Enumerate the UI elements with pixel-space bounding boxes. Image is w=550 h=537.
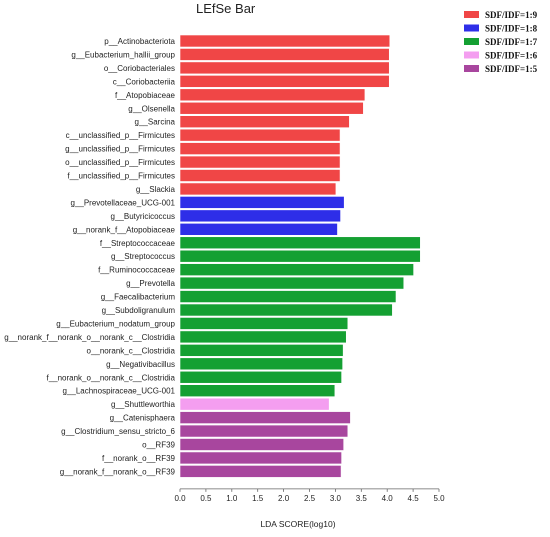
bar bbox=[179, 317, 349, 330]
bar bbox=[179, 384, 336, 398]
category-label: p__Actinobacteriota bbox=[104, 37, 175, 46]
category-label: g__Prevotella bbox=[126, 279, 175, 288]
bar bbox=[179, 236, 421, 250]
bar bbox=[179, 330, 347, 344]
bar bbox=[179, 344, 344, 357]
legend-label: SDF/IDF=1:5 bbox=[485, 64, 538, 74]
legend-swatch bbox=[464, 51, 479, 59]
bar bbox=[179, 290, 397, 303]
category-label: c__Coriobacteriia bbox=[113, 77, 176, 86]
x-tick-label: 2.5 bbox=[304, 494, 316, 503]
category-label: o__Coriobacteriales bbox=[104, 64, 175, 73]
bar bbox=[179, 424, 349, 438]
legend-label: SDF/IDF=1:7 bbox=[485, 37, 538, 47]
legend-swatch bbox=[464, 11, 479, 18]
x-tick-label: 0.0 bbox=[174, 494, 186, 503]
bar-group bbox=[179, 34, 421, 478]
category-label: g__norank_f__Atopobiaceae bbox=[73, 225, 176, 234]
category-label: g__Streptococcus bbox=[111, 252, 175, 261]
bar bbox=[179, 411, 351, 424]
x-axis-label: LDA SCORE(log10) bbox=[260, 519, 335, 529]
category-label: g__Slackia bbox=[136, 185, 176, 194]
category-label: g__Eubacterium_hallii_group bbox=[71, 50, 175, 59]
category-label: g__Clostridium_sensu_stricto_6 bbox=[61, 427, 175, 436]
category-label: g__Subdoligranulum bbox=[102, 306, 176, 315]
category-label: f__norank_o__norank_c__Clostridia bbox=[46, 373, 175, 382]
category-label: g__Eubacterium_nodatum_group bbox=[56, 319, 175, 328]
bar bbox=[179, 169, 341, 182]
category-labels: p__Actinobacteriota g__Eubacterium_hallii… bbox=[4, 37, 175, 476]
bar bbox=[179, 196, 345, 209]
legend-label: SDF/IDF=1:6 bbox=[485, 51, 538, 61]
x-axis-ticks: 0.0 0.5 1.0 1.5 2.0 2.5 3.0 3.5 4.0 4.5 5.0 bbox=[174, 488, 445, 503]
legend: SDF/IDF=1:9 SDF/IDF=1:8 SDF/IDF=1:7 SDF/IDF… bbox=[464, 10, 538, 74]
category-label: f__unclassified_p__Firmicutes bbox=[67, 172, 175, 181]
bar bbox=[179, 128, 341, 142]
category-label: g__Faecalibacterium bbox=[101, 293, 176, 302]
bar bbox=[179, 34, 391, 48]
category-label: f__Ruminococcaceae bbox=[98, 266, 175, 275]
bar bbox=[179, 88, 366, 102]
x-tick-label: 2.0 bbox=[278, 494, 290, 503]
category-label: g__norank_f__norank_o__RF39 bbox=[60, 467, 176, 476]
bar bbox=[179, 115, 350, 128]
legend-label: SDF/IDF=1:8 bbox=[485, 24, 538, 34]
bar bbox=[179, 101, 364, 115]
bar bbox=[179, 48, 390, 61]
x-tick-label: 4.0 bbox=[382, 494, 394, 503]
x-tick-label: 1.5 bbox=[252, 494, 264, 503]
category-label: o__unclassified_p__Firmicutes bbox=[65, 158, 175, 167]
category-label: f__norank_o__RF39 bbox=[102, 454, 175, 463]
bar bbox=[179, 75, 390, 88]
x-tick-label: 5.0 bbox=[433, 494, 445, 503]
category-label: g__Prevotellaceae_UCG-001 bbox=[70, 198, 175, 207]
bar bbox=[179, 303, 393, 317]
category-label: g__Butyricicoccus bbox=[111, 212, 175, 221]
category-label: c__unclassified_p__Firmicutes bbox=[66, 131, 175, 140]
x-tick-label: 3.0 bbox=[330, 494, 342, 503]
bar bbox=[179, 61, 390, 75]
category-label: g__Lachnospiraceae_UCG-001 bbox=[62, 387, 175, 396]
category-label: g__Olsenella bbox=[128, 104, 175, 113]
x-tick-label: 3.5 bbox=[356, 494, 368, 503]
category-label: g__Catenisphaera bbox=[110, 414, 176, 423]
bar bbox=[179, 182, 337, 196]
category-label: o__norank_c__Clostridia bbox=[87, 346, 176, 355]
legend-swatch bbox=[464, 24, 479, 32]
bar bbox=[179, 223, 338, 236]
bar bbox=[179, 263, 414, 276]
x-tick-label: 1.0 bbox=[226, 494, 238, 503]
category-label: o__RF39 bbox=[142, 441, 175, 450]
bar bbox=[179, 209, 341, 223]
category-label: g__norank_f__norank_o__norank_c__Clostri… bbox=[4, 333, 175, 342]
bar bbox=[179, 357, 343, 371]
bar bbox=[179, 155, 341, 169]
bar bbox=[179, 370, 342, 384]
legend-swatch bbox=[464, 38, 479, 45]
legend-swatch bbox=[464, 65, 479, 72]
category-label: g__Sarcina bbox=[135, 118, 176, 127]
category-label: g__unclassified_p__Firmicutes bbox=[65, 145, 175, 154]
bar bbox=[179, 142, 341, 155]
bar bbox=[179, 451, 342, 465]
category-label: f__Atopobiaceae bbox=[115, 91, 176, 100]
bar bbox=[179, 249, 421, 263]
category-label: f__Streptococcaceae bbox=[100, 239, 176, 248]
bar bbox=[179, 438, 344, 451]
legend-label: SDF/IDF=1:9 bbox=[485, 10, 538, 20]
bar bbox=[179, 465, 342, 478]
chart-title: LEfSe Bar bbox=[196, 1, 256, 16]
category-label: g__Negativibacillus bbox=[106, 360, 175, 369]
bar bbox=[179, 276, 405, 290]
x-tick-label: 0.5 bbox=[200, 494, 212, 503]
bar bbox=[179, 397, 330, 411]
category-label: g__Shuttleworthia bbox=[111, 400, 176, 409]
x-tick-label: 4.5 bbox=[408, 494, 420, 503]
